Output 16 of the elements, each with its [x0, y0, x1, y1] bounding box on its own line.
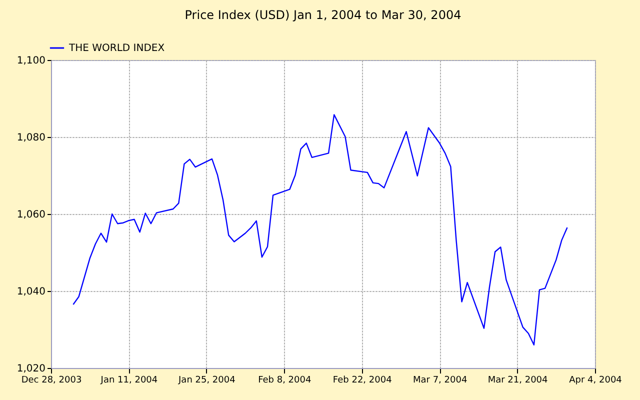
x-tick-label: Mar 21, 2004	[488, 376, 548, 386]
y-tick-label: 1,100	[16, 56, 46, 66]
y-tick-label: 1,080	[16, 132, 46, 144]
x-tick-label: Jan 25, 2004	[178, 376, 236, 386]
line-series	[72, 114, 568, 346]
y-tick-label: 1,040	[16, 286, 46, 298]
x-tick-label: Feb 22, 2004	[332, 376, 392, 386]
y-tick-label: 1,020	[16, 364, 46, 374]
y-tick-label: 1,060	[16, 210, 46, 220]
chart-title: Price Index (USD) Jan 1, 2004 to Mar 30, 2004	[184, 8, 462, 22]
x-tick-label: Dec 28, 2003	[21, 376, 82, 386]
x-tick-label: Mar 7, 2004	[412, 376, 468, 386]
x-tick-label: Feb 8, 2004	[258, 376, 312, 386]
x-tick-label: Apr 4, 2004	[569, 376, 622, 386]
x-tick-label: Jan 11, 2004	[100, 376, 158, 386]
legend-label: THE WORLD INDEX	[68, 43, 165, 54]
